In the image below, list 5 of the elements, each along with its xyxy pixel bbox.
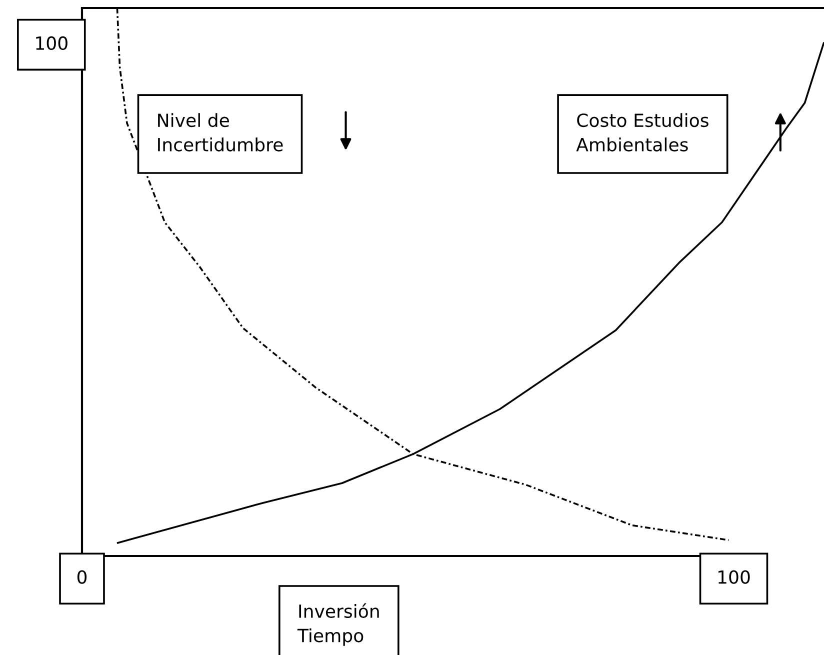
- text: 100: [36, 36, 68, 50]
- series-label: Nivel de Incertidumbre: [158, 113, 283, 152]
- x-axis-title: Inversión Tiempo: [297, 603, 379, 646]
- text: Costo Estudios Ambientales: [576, 113, 708, 152]
- x-tick-label: 0: [77, 570, 87, 584]
